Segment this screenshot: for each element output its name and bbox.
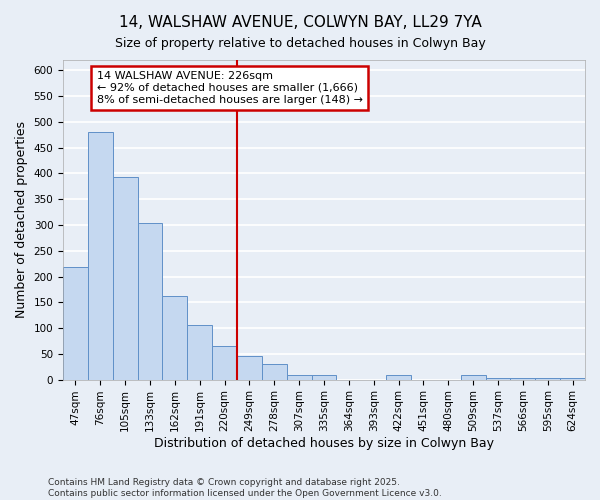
Text: 14, WALSHAW AVENUE, COLWYN BAY, LL29 7YA: 14, WALSHAW AVENUE, COLWYN BAY, LL29 7YA bbox=[119, 15, 481, 30]
X-axis label: Distribution of detached houses by size in Colwyn Bay: Distribution of detached houses by size … bbox=[154, 437, 494, 450]
Bar bbox=[163, 296, 187, 380]
Text: Contains HM Land Registry data © Crown copyright and database right 2025.
Contai: Contains HM Land Registry data © Crown c… bbox=[48, 478, 442, 498]
Text: Size of property relative to detached houses in Colwyn Bay: Size of property relative to detached ho… bbox=[115, 38, 485, 51]
Bar bbox=[88, 132, 113, 380]
Text: 14 WALSHAW AVENUE: 226sqm
← 92% of detached houses are smaller (1,666)
8% of sem: 14 WALSHAW AVENUE: 226sqm ← 92% of detac… bbox=[97, 72, 362, 104]
Bar bbox=[311, 376, 337, 380]
Bar bbox=[511, 378, 535, 380]
Bar bbox=[212, 346, 237, 380]
Bar bbox=[386, 376, 411, 380]
Bar bbox=[63, 267, 88, 380]
Bar bbox=[560, 378, 585, 380]
Bar bbox=[485, 378, 511, 380]
Bar bbox=[137, 224, 163, 380]
Bar bbox=[461, 376, 485, 380]
Bar bbox=[237, 356, 262, 380]
Bar bbox=[535, 378, 560, 380]
Bar bbox=[113, 177, 137, 380]
Bar bbox=[262, 364, 287, 380]
Y-axis label: Number of detached properties: Number of detached properties bbox=[15, 122, 28, 318]
Bar bbox=[187, 326, 212, 380]
Bar bbox=[287, 376, 311, 380]
